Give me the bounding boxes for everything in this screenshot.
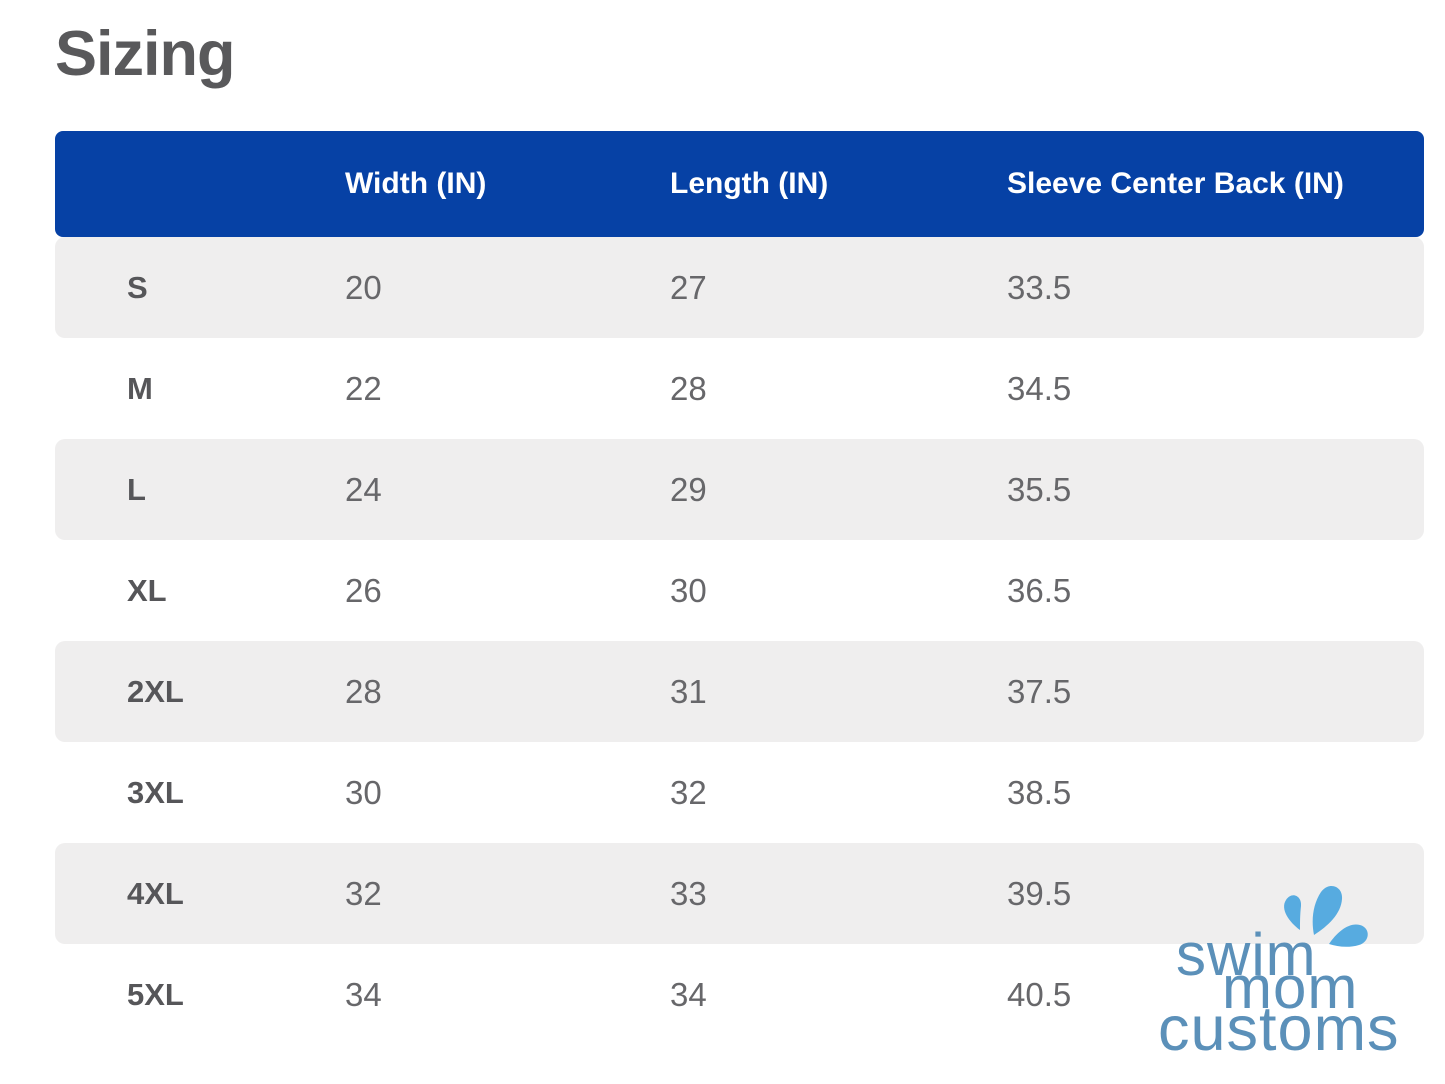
sleeve-cell: 35.5 bbox=[1007, 470, 1072, 508]
page-title: Sizing bbox=[55, 19, 235, 89]
table-row: XL 26 30 36.5 bbox=[55, 540, 1424, 641]
length-cell: 29 bbox=[670, 470, 707, 508]
table-row: S 20 27 33.5 bbox=[55, 237, 1424, 338]
table-row: 4XL 32 33 39.5 bbox=[55, 843, 1424, 944]
table-row: L 24 29 35.5 bbox=[55, 439, 1424, 540]
sleeve-cell: 37.5 bbox=[1007, 672, 1072, 710]
length-cell: 33 bbox=[670, 874, 707, 912]
sizing-table: Width (IN) Length (IN) Sleeve Center Bac… bbox=[55, 131, 1424, 1045]
size-cell: L bbox=[127, 471, 146, 507]
sleeve-cell: 39.5 bbox=[1007, 874, 1072, 912]
size-cell: M bbox=[127, 370, 153, 406]
table-header-row: Width (IN) Length (IN) Sleeve Center Bac… bbox=[55, 131, 1424, 237]
size-cell: XL bbox=[127, 572, 167, 608]
length-cell: 34 bbox=[670, 975, 707, 1013]
table-row: 2XL 28 31 37.5 bbox=[55, 641, 1424, 742]
length-cell: 31 bbox=[670, 672, 707, 710]
width-cell: 34 bbox=[345, 975, 382, 1013]
table-row: 3XL 30 32 38.5 bbox=[55, 742, 1424, 843]
width-cell: 22 bbox=[345, 369, 382, 407]
header-sleeve-column: Sleeve Center Back (IN) bbox=[1007, 167, 1344, 200]
width-cell: 32 bbox=[345, 874, 382, 912]
size-cell: 2XL bbox=[127, 673, 184, 709]
size-cell: 4XL bbox=[127, 875, 184, 911]
width-cell: 24 bbox=[345, 470, 382, 508]
width-cell: 20 bbox=[345, 268, 382, 306]
table-row: M 22 28 34.5 bbox=[55, 338, 1424, 439]
table-row: 5XL 34 34 40.5 bbox=[55, 944, 1424, 1045]
size-cell: 3XL bbox=[127, 774, 184, 810]
length-cell: 30 bbox=[670, 571, 707, 609]
size-cell: S bbox=[127, 269, 148, 305]
length-cell: 28 bbox=[670, 369, 707, 407]
size-cell: 5XL bbox=[127, 976, 184, 1012]
width-cell: 26 bbox=[345, 571, 382, 609]
sleeve-cell: 36.5 bbox=[1007, 571, 1072, 609]
length-cell: 27 bbox=[670, 268, 707, 306]
sleeve-cell: 38.5 bbox=[1007, 773, 1072, 811]
length-cell: 32 bbox=[670, 773, 707, 811]
width-cell: 28 bbox=[345, 672, 382, 710]
sleeve-cell: 34.5 bbox=[1007, 369, 1072, 407]
width-cell: 30 bbox=[345, 773, 382, 811]
header-length-column: Length (IN) bbox=[670, 167, 829, 200]
header-width-column: Width (IN) bbox=[345, 167, 487, 200]
sleeve-cell: 40.5 bbox=[1007, 975, 1072, 1013]
sleeve-cell: 33.5 bbox=[1007, 268, 1072, 306]
